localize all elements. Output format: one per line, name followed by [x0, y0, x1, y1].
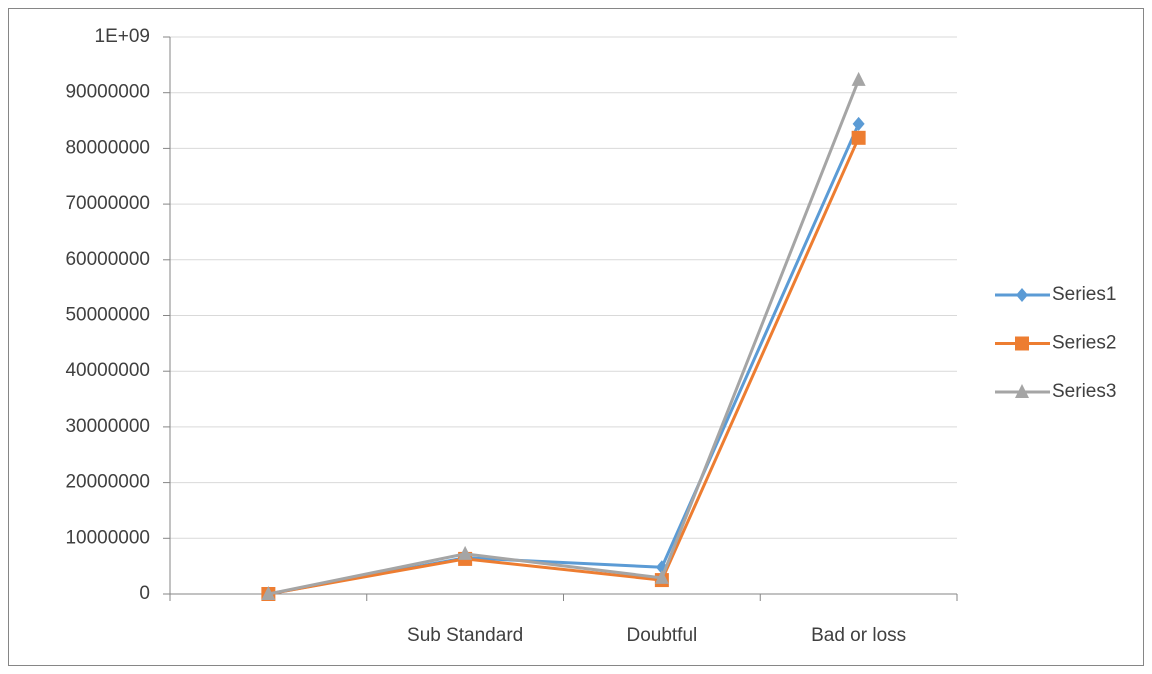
y-tick-label: 70000000 — [65, 193, 150, 214]
y-tick-label: 40000000 — [65, 360, 150, 381]
series-line — [268, 123, 860, 596]
y-tick-label: 30000000 — [65, 416, 150, 437]
data-point — [654, 569, 669, 584]
data-point — [458, 545, 473, 560]
x-tick-label: Bad or loss — [811, 625, 906, 646]
data-point — [261, 586, 276, 600]
legend-label: Series3 — [1052, 381, 1116, 402]
y-tick-label: 0 — [139, 583, 150, 604]
y-tick-label: 50000000 — [65, 305, 150, 326]
chart-border — [8, 8, 1144, 666]
y-tick-label: 60000000 — [65, 249, 150, 270]
y-tick-label: 20000000 — [65, 472, 150, 493]
legend-marker — [1015, 336, 1029, 351]
legend-marker — [1016, 288, 1028, 302]
data-point — [852, 116, 865, 131]
y-tick-label: 1E+09 — [95, 26, 150, 47]
data-point — [851, 71, 866, 86]
legend-label: Series2 — [1052, 333, 1116, 354]
data-point — [851, 130, 866, 145]
legend-label: Series1 — [1052, 284, 1116, 305]
x-tick-label: Sub Standard — [407, 625, 523, 646]
y-tick-label: 10000000 — [65, 527, 150, 548]
y-tick-label: 90000000 — [65, 82, 150, 103]
x-tick-label: Doubtful — [626, 625, 697, 646]
series-line — [268, 137, 860, 596]
series-line — [268, 79, 861, 596]
y-tick-label: 80000000 — [65, 137, 150, 158]
legend-marker — [1015, 384, 1029, 398]
